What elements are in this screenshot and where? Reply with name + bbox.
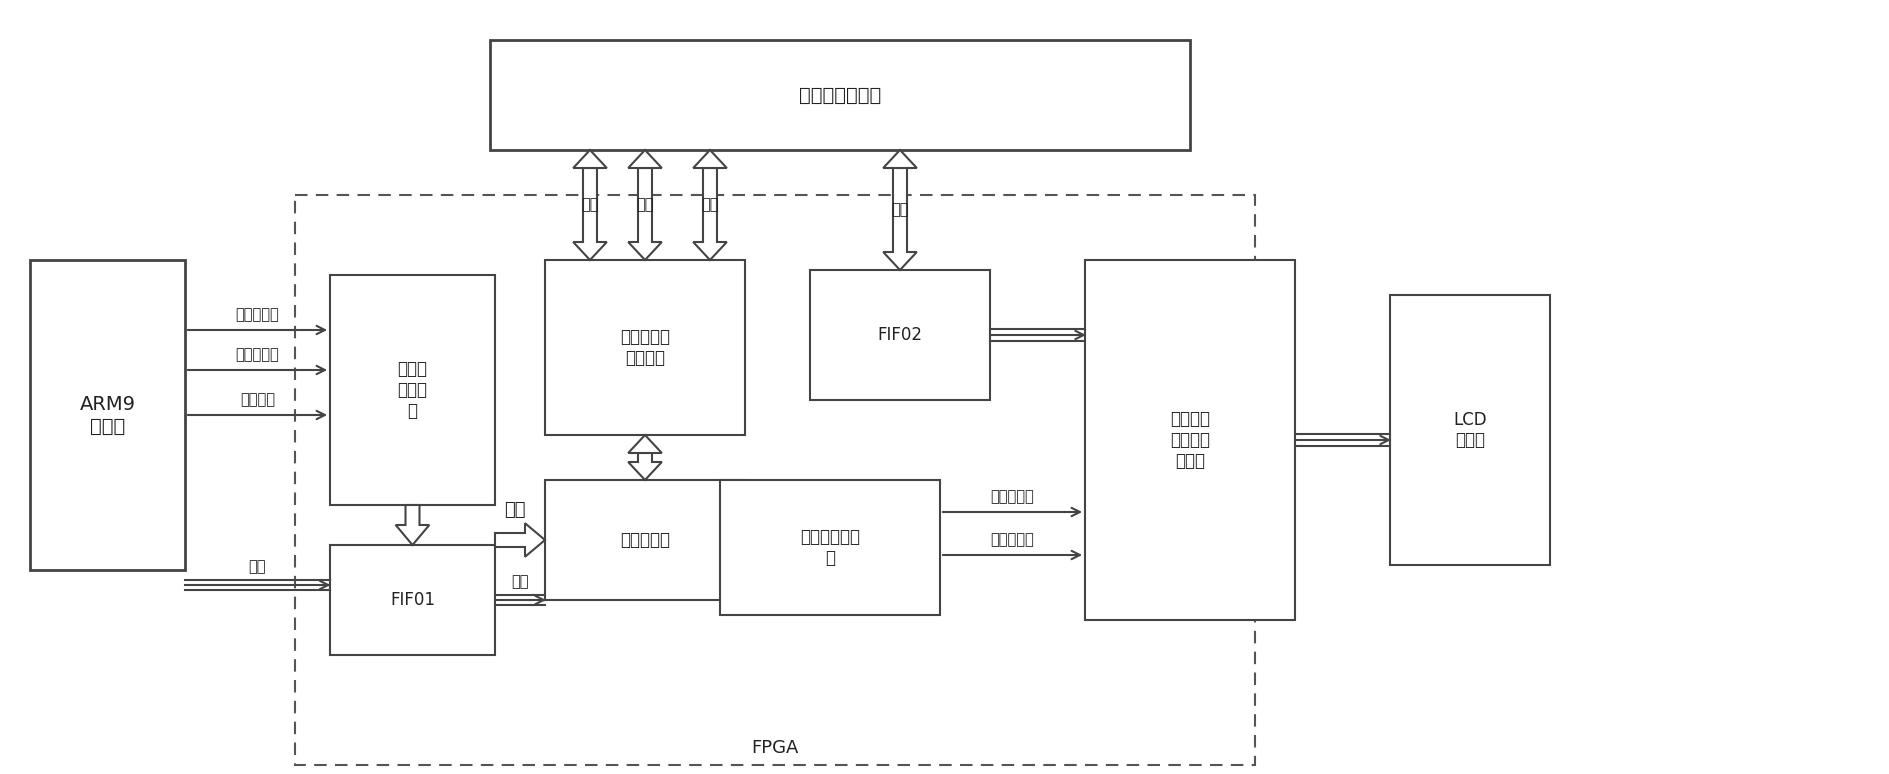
Polygon shape: [395, 505, 429, 545]
Polygon shape: [629, 150, 661, 168]
Bar: [30, 260, 185, 570]
Bar: [489, 40, 1190, 150]
Text: 输出时序控制
器: 输出时序控制 器: [801, 528, 859, 567]
Text: 图像缩放器: 图像缩放器: [620, 531, 671, 549]
Text: LCD
显示器: LCD 显示器: [1453, 410, 1487, 450]
Text: ARM9
系统板: ARM9 系统板: [79, 395, 136, 436]
Text: 行同步信号: 行同步信号: [990, 533, 1035, 547]
Text: 高速数据存储器: 高速数据存储器: [799, 85, 880, 104]
Text: 地址: 地址: [582, 197, 599, 213]
Text: 数据: 数据: [504, 501, 525, 519]
Polygon shape: [572, 168, 606, 260]
Polygon shape: [629, 435, 661, 453]
Text: 数据: 数据: [892, 203, 909, 217]
Bar: [1390, 295, 1551, 565]
Text: 时钟: 时钟: [701, 197, 718, 213]
Bar: [720, 480, 941, 615]
Bar: [546, 260, 744, 435]
Bar: [546, 480, 744, 600]
Text: 数据: 数据: [249, 560, 266, 574]
Text: 场同步信号: 场同步信号: [990, 489, 1035, 505]
Text: 使能信号: 使能信号: [240, 392, 276, 407]
Polygon shape: [884, 150, 916, 168]
Text: 控制: 控制: [637, 197, 654, 213]
Text: 行同步信号: 行同步信号: [236, 348, 280, 362]
Polygon shape: [495, 523, 546, 557]
Polygon shape: [629, 168, 661, 260]
Polygon shape: [572, 150, 606, 168]
Bar: [331, 275, 495, 505]
Polygon shape: [884, 168, 916, 270]
Polygon shape: [629, 453, 661, 480]
Polygon shape: [693, 168, 727, 260]
Bar: [295, 195, 1254, 765]
Bar: [331, 545, 495, 655]
Text: 输入时
序控制
器: 输入时 序控制 器: [397, 360, 427, 420]
Text: 高速数据存
储控制器: 高速数据存 储控制器: [620, 328, 671, 367]
Text: FIF02: FIF02: [878, 326, 922, 344]
Polygon shape: [693, 150, 727, 168]
Text: FPGA: FPGA: [752, 739, 799, 757]
Text: 场同步信号: 场同步信号: [236, 307, 280, 323]
Bar: [1084, 260, 1296, 620]
Bar: [810, 270, 990, 400]
Text: 输出数字
视频信号
变换器: 输出数字 视频信号 变换器: [1169, 410, 1211, 470]
Text: FIF01: FIF01: [389, 591, 434, 609]
Text: 数据: 数据: [512, 574, 529, 590]
